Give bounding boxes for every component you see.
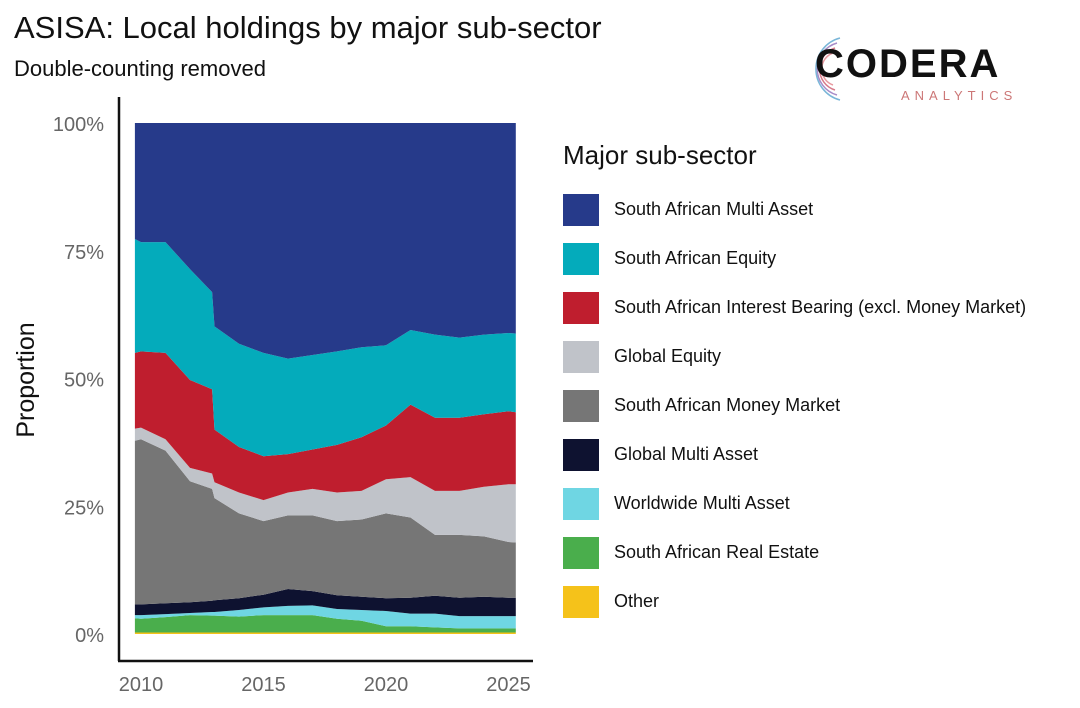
legend-swatch (563, 585, 599, 618)
legend-label: South African Money Market (614, 395, 841, 415)
area-global-equity (134, 427, 516, 543)
x-tick-label: 2010 (119, 674, 164, 696)
legend-swatch (563, 242, 599, 275)
area-south-african-equity (134, 239, 516, 457)
legend: Major sub-sector South African Multi Ass… (563, 140, 1026, 626)
legend-title: Major sub-sector (563, 140, 757, 170)
codera-logo: CODERA ANALYTICS (795, 30, 1025, 108)
legend-label: South African Interest Bearing (excl. Mo… (614, 297, 1027, 317)
legend-item: South African Interest Bearing (excl. Mo… (563, 283, 1026, 332)
area-south-african-multi-asset (134, 123, 516, 359)
y-tick-label: 25% (64, 497, 104, 519)
legend-item: Global Equity (563, 332, 1026, 381)
legend-swatch (563, 340, 599, 373)
y-tick-label: 75% (64, 242, 104, 264)
area-south-african-money-market (134, 439, 516, 605)
legend-swatch (563, 389, 599, 422)
area-other (134, 632, 516, 634)
legend-item: Other (563, 577, 1026, 626)
x-tick-label: 2020 (364, 674, 409, 696)
legend-label: Global Equity (614, 346, 722, 366)
legend-label: Global Multi Asset (614, 444, 759, 464)
y-axis-label: Proportion (12, 322, 40, 437)
area-south-african-interest-bearing-excl-money-market- (134, 351, 516, 501)
area-south-african-real-estate (134, 615, 516, 633)
legend-swatch (563, 291, 599, 324)
legend-item: South African Real Estate (563, 528, 1026, 577)
legend-swatch (563, 193, 599, 226)
chart-title: ASISA: Local holdings by major sub-secto… (14, 10, 602, 45)
chart-subtitle: Double-counting removed (14, 56, 266, 81)
legend-label: Worldwide Multi Asset (614, 493, 790, 513)
legend-item: South African Equity (563, 234, 1026, 283)
y-tick-label: 0% (75, 625, 104, 647)
logo-circuit-icon (815, 37, 841, 101)
legend-item: South African Money Market (563, 381, 1026, 430)
legend-label: South African Real Estate (614, 542, 820, 562)
legend-item: Global Multi Asset (563, 430, 1026, 479)
legend-label: Other (614, 591, 660, 611)
legend-label: South African Equity (614, 248, 777, 268)
legend-swatch (563, 536, 599, 569)
y-tick-label: 100% (53, 114, 104, 136)
legend-label: South African Multi Asset (614, 199, 814, 219)
logo-text: CODERA (815, 42, 1001, 86)
legend-item: Worldwide Multi Asset (563, 479, 1026, 528)
logo-subtext: ANALYTICS (901, 88, 1018, 103)
area-worldwide-multi-asset (134, 605, 516, 629)
legend-swatch (563, 487, 599, 520)
y-tick-label: 50% (64, 370, 104, 392)
area-global-multi-asset (134, 589, 516, 617)
plot-area (134, 123, 516, 634)
legend-item: South African Multi Asset (563, 185, 1026, 234)
legend-swatch (563, 438, 599, 471)
x-tick-label: 2015 (241, 674, 286, 696)
x-tick-label: 2025 (486, 674, 531, 696)
